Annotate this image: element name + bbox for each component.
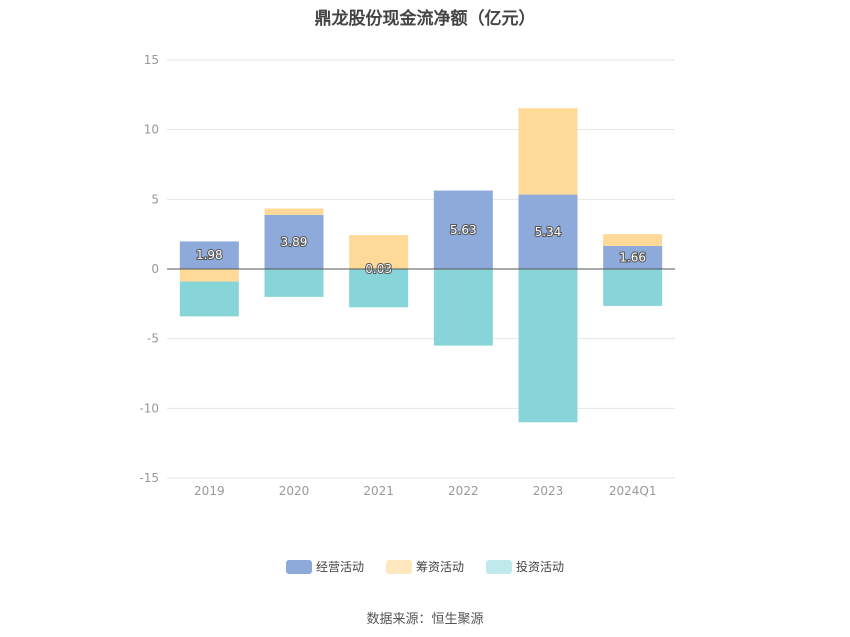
bar-operating	[518, 194, 578, 269]
bar-investing	[264, 269, 324, 297]
stacked-bar-chart: 151050-5-10-1520191.9820203.8920210.0320…	[139, 53, 675, 498]
bar-financing	[179, 269, 239, 282]
legend-label-financing: 筹资活动	[415, 560, 464, 574]
x-tick-label: 2021	[363, 484, 394, 498]
x-tick-label: 2022	[448, 484, 479, 498]
bar-operating	[603, 245, 663, 269]
bar-investing	[349, 269, 409, 308]
bar-investing	[518, 269, 578, 423]
y-tick-label: 5	[151, 192, 159, 206]
bar-operating	[179, 241, 239, 269]
legend-swatch-investing	[486, 559, 512, 574]
data-label: 3.89	[281, 235, 308, 249]
legend-item-operating[interactable]: 经营活动	[285, 558, 364, 575]
bar-investing	[433, 269, 493, 346]
legend-swatch-operating	[285, 559, 312, 574]
bar-operating	[264, 214, 324, 269]
chart-title: 鼎龙股份现金流净额（亿元）	[314, 9, 536, 29]
y-tick-label: -15	[139, 471, 159, 485]
data-label: 5.63	[450, 223, 477, 237]
bar-investing	[179, 281, 239, 317]
data-label: 5.34	[535, 225, 562, 239]
bar-operating	[433, 190, 493, 269]
x-tick-label: 2019	[194, 484, 225, 498]
data-source: 数据来源：恒生聚源	[366, 612, 484, 627]
legend-label-investing: 投资活动	[516, 560, 565, 574]
y-tick-label: -10	[139, 401, 159, 415]
legend-swatch-financing	[385, 559, 412, 574]
bar-financing	[349, 235, 409, 269]
data-label: 1.66	[619, 250, 646, 264]
bar-financing	[518, 108, 578, 195]
legend: 经营活动 筹资活动 投资活动	[0, 558, 850, 575]
y-tick-label: -5	[147, 332, 159, 346]
bar-financing	[264, 208, 324, 215]
data-label: 1.98	[196, 248, 223, 262]
legend-label-operating: 经营活动	[315, 560, 364, 574]
y-tick-label: 0	[151, 262, 159, 276]
x-tick-label: 2023	[533, 484, 564, 498]
x-tick-label: 2024Q1	[609, 484, 657, 498]
y-tick-label: 10	[144, 123, 159, 137]
bar-financing	[603, 234, 663, 246]
bar-investing	[603, 269, 663, 306]
x-tick-label: 2020	[279, 484, 310, 498]
legend-item-investing[interactable]: 投资活动	[486, 558, 564, 575]
legend-item-financing[interactable]: 筹资活动	[385, 558, 464, 575]
y-tick-label: 15	[144, 53, 159, 67]
